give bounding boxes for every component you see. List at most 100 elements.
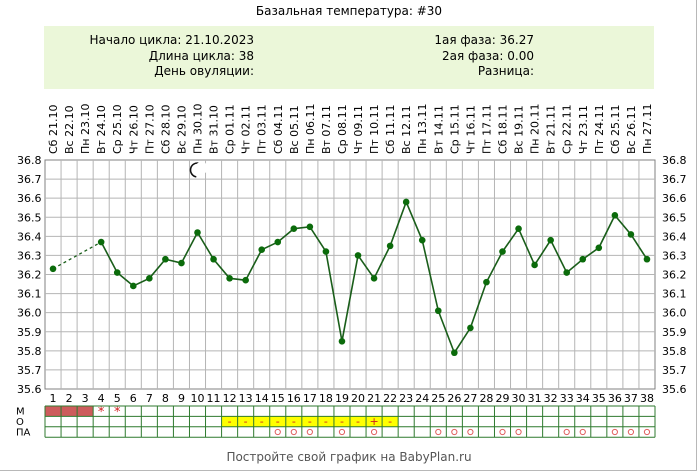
- menses-cell: [45, 406, 62, 417]
- temperature-point: [402, 198, 410, 206]
- day-number: 21: [367, 392, 381, 405]
- cycle-length-label: Длина цикла:: [148, 49, 235, 63]
- temperature-point: [258, 246, 266, 253]
- date-label: Пн 27.11: [641, 104, 654, 154]
- date-label: Чт 02.11: [240, 105, 253, 154]
- mucus-mark: -: [228, 415, 232, 428]
- y-tick-label-right: 35.6: [662, 383, 687, 396]
- date-label: Чт 23.11: [577, 105, 590, 154]
- date-label: Вс 05.11: [288, 105, 301, 154]
- footer-credit[interactable]: Постройте свой график на BabyPlan.ru: [226, 450, 472, 464]
- y-tick-label-left: 36.1: [17, 288, 42, 301]
- y-tick-label-right: 36.2: [662, 269, 687, 282]
- y-tick-label-right: 35.7: [662, 364, 687, 377]
- day-number: 30: [512, 392, 526, 405]
- date-label: Вс 26.11: [625, 105, 638, 154]
- intercourse-mark: [563, 428, 570, 436]
- intercourse-mark: [643, 428, 651, 436]
- temperature-point: [49, 265, 57, 273]
- y-tick-label-right: 35.8: [662, 345, 687, 358]
- day-number: 35: [592, 392, 606, 405]
- mucus-cell: [366, 416, 383, 427]
- temperature-point: [499, 248, 506, 255]
- temperature-point: [210, 255, 217, 263]
- y-tick-label-right: 36.0: [662, 307, 687, 320]
- date-label: Чт 09.11: [352, 105, 365, 154]
- day-number: 2: [66, 392, 73, 405]
- mucus-cell: [382, 416, 399, 427]
- y-tick-label-right: 36.4: [662, 230, 687, 243]
- temperature-point: [113, 269, 121, 276]
- temperature-point: [194, 229, 201, 236]
- menses-cell: [77, 406, 94, 417]
- temperature-point: [467, 324, 474, 332]
- temperature-point: [354, 252, 362, 259]
- day-number: 27: [463, 392, 477, 405]
- mucus-mark: +: [369, 415, 378, 428]
- day-number: 24: [415, 392, 429, 405]
- day-number: 14: [255, 392, 269, 405]
- mucus-cell: [285, 416, 302, 427]
- day-number: 34: [576, 392, 590, 405]
- mucus-cell: [253, 416, 270, 427]
- temperature-point: [547, 236, 554, 244]
- day-number: 17: [303, 392, 317, 405]
- mucus-cell: [317, 416, 334, 427]
- intercourse-mark: [274, 428, 281, 436]
- intercourse-mark: [451, 428, 458, 436]
- menses-star: *: [114, 405, 121, 420]
- difference-label: Разница:: [477, 64, 534, 78]
- temperature-point: [611, 212, 619, 219]
- day-number: 31: [528, 392, 542, 405]
- date-label: Вс 22.10: [63, 105, 76, 154]
- day-number: 29: [496, 392, 510, 405]
- ovulation-row: День овуляции:: [44, 64, 254, 78]
- y-tick-label-right: 36.3: [662, 249, 687, 262]
- day-number: 38: [640, 392, 654, 405]
- cycle-info-panel: Начало цикла: 21.10.2023 Длина цикла: 38…: [44, 26, 654, 89]
- date-label: Сб 04.11: [272, 105, 285, 154]
- intercourse-mark: [467, 428, 474, 436]
- day-number: 32: [544, 392, 558, 405]
- date-label: Сб 25.11: [609, 105, 622, 154]
- temperature-point: [306, 223, 314, 231]
- moon-icon-shadow: [195, 161, 208, 175]
- temperature-point: [226, 275, 233, 282]
- mucus-mark: -: [388, 415, 392, 428]
- mucus-mark: -: [356, 415, 360, 428]
- day-number: 6: [130, 392, 137, 405]
- cycle-start-label: Начало цикла:: [89, 33, 182, 47]
- temperature-point: [322, 248, 330, 255]
- day-number: 36: [608, 392, 622, 405]
- temperature-point: [418, 236, 426, 244]
- day-number: 8: [162, 392, 169, 405]
- date-label: Вт 24.10: [95, 105, 108, 154]
- y-tick-label-left: 36.8: [17, 154, 42, 167]
- mucus-cell: [301, 416, 318, 427]
- phase2-label: 2ая фаза:: [442, 49, 504, 63]
- phase2-row: 2ая фаза: 0.00: [374, 49, 534, 63]
- date-label: Ср 22.11: [561, 104, 574, 154]
- day-number: 25: [431, 392, 445, 405]
- day-number: 20: [351, 392, 365, 405]
- date-label: Ср 25.10: [111, 104, 124, 154]
- mucus-cell: [269, 416, 286, 427]
- mucus-cell: [221, 416, 238, 427]
- date-label: Сб 28.10: [159, 105, 172, 154]
- temperature-point: [434, 307, 442, 315]
- cycle-start-row: Начало цикла: 21.10.2023: [44, 33, 254, 47]
- temperature-point: [242, 276, 249, 284]
- temperature-point: [97, 238, 105, 246]
- date-label: Вт 14.11: [432, 105, 445, 154]
- day-number: 33: [560, 392, 574, 405]
- date-label: Вс 12.11: [400, 105, 413, 154]
- date-label: Пн 23.10: [79, 104, 92, 154]
- y-tick-label-left: 36.7: [17, 173, 42, 186]
- mucus-cell: [237, 416, 254, 427]
- date-label: Пт 10.11: [368, 104, 381, 154]
- phase2-value: 0.00: [507, 49, 534, 63]
- temperature-point: [563, 269, 571, 276]
- date-label: Ср 15.11: [448, 104, 461, 154]
- date-label: Пт 24.11: [593, 104, 606, 154]
- temperature-point: [178, 259, 185, 267]
